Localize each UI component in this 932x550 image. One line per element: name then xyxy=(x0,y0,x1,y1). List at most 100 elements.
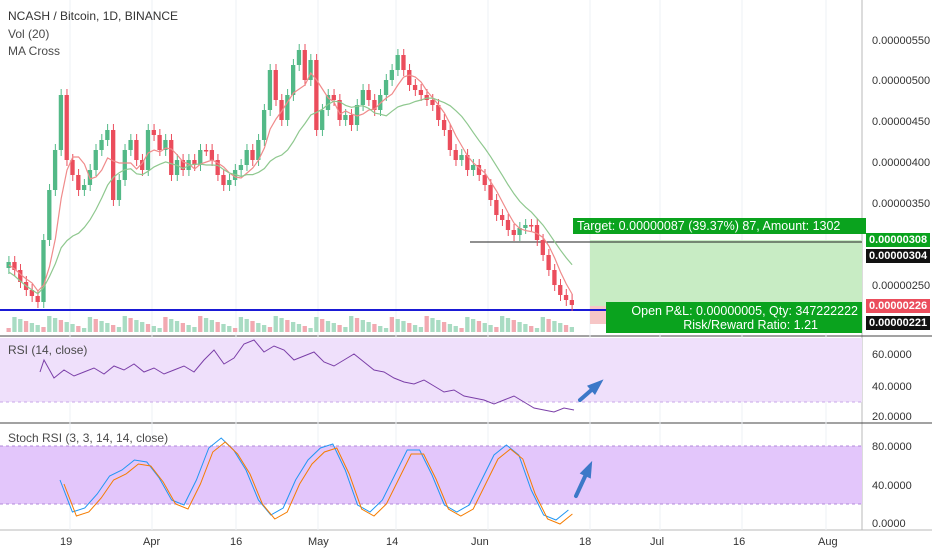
candle xyxy=(128,140,133,150)
candle xyxy=(337,100,342,120)
volume-bar xyxy=(563,325,569,332)
rsi-title[interactable]: RSI (14, close) xyxy=(8,343,88,357)
up-arrow-icon-rsi xyxy=(587,379,604,395)
candle xyxy=(261,110,267,140)
candle xyxy=(47,190,52,240)
pnl-info-box[interactable]: Open P&L: 0.00000005, Qty: 347222222 Ris… xyxy=(606,302,862,333)
volume-bar xyxy=(64,322,69,332)
candle xyxy=(116,180,122,200)
candle xyxy=(122,150,127,180)
stoch-rsi-title[interactable]: Stoch RSI (3, 3, 14, 14, close) xyxy=(8,431,169,445)
volume-bar xyxy=(52,318,58,332)
volume-bar xyxy=(343,327,348,332)
candle xyxy=(279,100,284,120)
ma-cross-indicator-label[interactable]: MA Cross xyxy=(8,44,61,58)
candle xyxy=(192,160,197,165)
up-arrow-icon-stoch xyxy=(579,460,593,479)
volume-bar xyxy=(227,326,232,332)
candle xyxy=(441,120,447,130)
volume-bar xyxy=(140,322,145,332)
candle xyxy=(505,220,511,230)
candle xyxy=(151,130,156,135)
candle xyxy=(76,175,81,190)
volume-bar xyxy=(81,328,87,332)
volume-bar xyxy=(261,325,267,332)
volume-bar xyxy=(320,319,325,332)
candle xyxy=(93,150,98,170)
candle xyxy=(494,200,499,215)
candle xyxy=(459,155,464,160)
current-price-tag: 0.00000226 xyxy=(866,299,931,313)
volume-bar xyxy=(221,324,226,332)
time-axis-label: 19 xyxy=(60,536,73,548)
target-zone xyxy=(590,240,862,306)
candle xyxy=(302,50,307,80)
candle xyxy=(470,165,476,170)
candle xyxy=(209,150,215,160)
rsi-axis-label: 20.0000 xyxy=(872,411,912,423)
price-axis-label: 0.00000550 xyxy=(872,35,931,47)
volume-bar xyxy=(436,320,441,332)
stoch-k-line xyxy=(59,437,569,521)
entry-price-tag: 0.00000304 xyxy=(866,249,931,263)
candle xyxy=(395,55,400,70)
candle xyxy=(354,105,360,125)
candle xyxy=(296,50,302,65)
candle xyxy=(203,150,209,152)
candle xyxy=(418,90,424,95)
volume-bar xyxy=(534,328,540,332)
volume-bar xyxy=(366,322,371,332)
volume-bar xyxy=(331,323,336,332)
ma-slow-line xyxy=(8,97,573,295)
candle xyxy=(320,110,325,130)
stoch-axis-label: 0.0000 xyxy=(872,518,906,530)
volume-bar xyxy=(145,324,151,332)
volume-bar xyxy=(314,317,319,332)
volume-bar xyxy=(529,326,534,332)
candle xyxy=(174,160,180,175)
volume-bar xyxy=(407,323,412,332)
volume-bar xyxy=(169,319,174,332)
time-axis-label: 14 xyxy=(386,536,399,548)
candle xyxy=(407,70,412,85)
candle xyxy=(372,100,377,110)
candle xyxy=(360,90,365,105)
candle xyxy=(163,140,168,150)
candle xyxy=(285,95,290,120)
candle xyxy=(180,160,185,170)
time-axis-label: Aug xyxy=(818,536,838,548)
candle xyxy=(256,140,261,160)
volume-bar xyxy=(488,325,493,332)
candle xyxy=(238,165,244,170)
candle xyxy=(157,135,162,150)
candle xyxy=(244,150,249,165)
volume-indicator-label[interactable]: Vol (20) xyxy=(8,27,50,41)
volume-bar xyxy=(459,328,464,332)
candle xyxy=(250,150,255,160)
volume-bar xyxy=(296,324,302,332)
volume-bar xyxy=(505,318,511,332)
stoch-axis-label: 40.0000 xyxy=(872,480,912,492)
candle xyxy=(145,130,151,170)
volume-bar xyxy=(128,318,133,332)
candle xyxy=(529,225,534,227)
volume-bar xyxy=(58,320,64,332)
volume-bar xyxy=(418,327,424,332)
volume-bar xyxy=(174,321,180,332)
candle xyxy=(140,160,145,170)
target-info-box[interactable]: Target: 0.00000087 (39.37%) 87, Amount: … xyxy=(573,218,866,234)
time-axis-label: 16 xyxy=(230,536,243,548)
volume-bar xyxy=(198,316,203,332)
volume-bar xyxy=(163,317,168,332)
candle xyxy=(540,240,545,255)
volume-bar xyxy=(180,323,185,332)
volume-bar xyxy=(372,324,377,332)
volume-bar xyxy=(517,322,522,332)
volume-bar xyxy=(267,327,273,332)
volume-bar xyxy=(122,316,127,332)
candle xyxy=(41,240,46,302)
candle xyxy=(273,70,278,100)
time-axis-label: 16 xyxy=(733,536,746,548)
candle xyxy=(134,140,139,160)
